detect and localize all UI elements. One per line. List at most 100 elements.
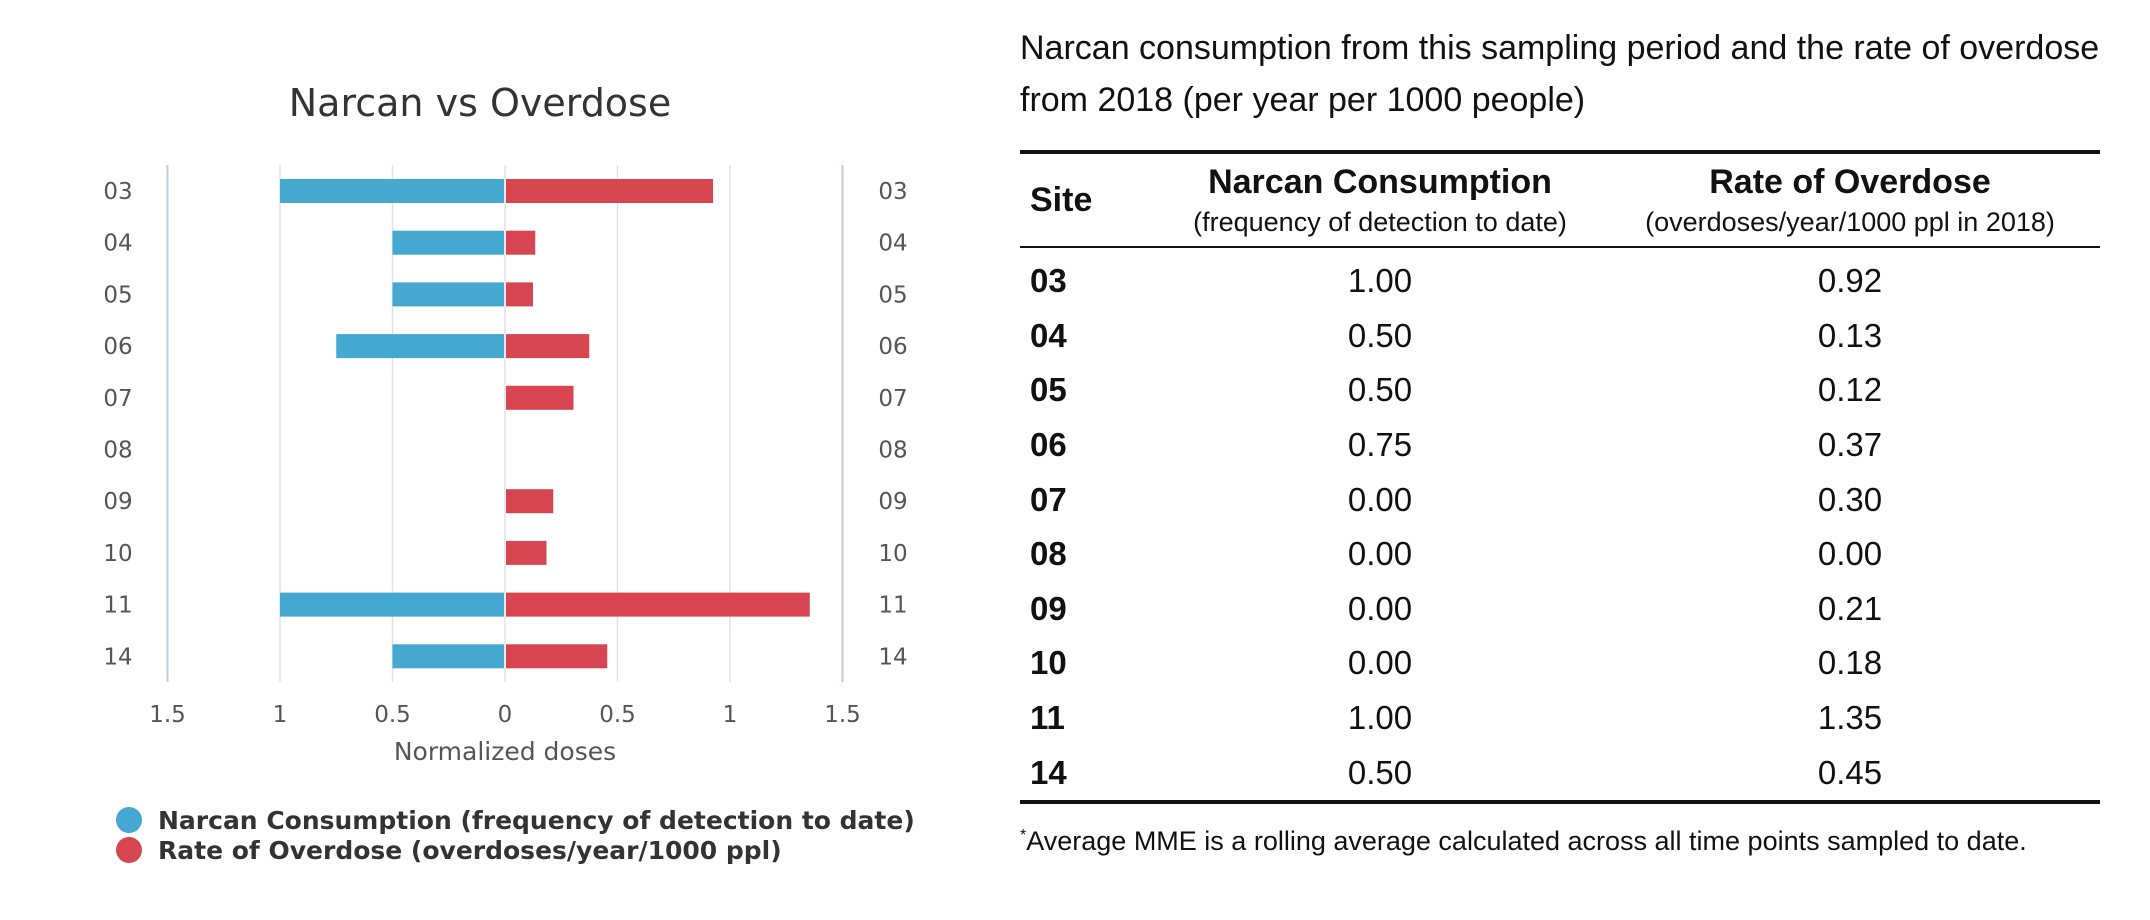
table-header-row: Site Narcan Consumption (frequency of de… — [1020, 152, 2100, 248]
table-row: 03 1.00 0.92 — [1020, 247, 2100, 309]
table-body: 03 1.00 0.92 04 0.50 0.13 05 0.50 0.12 06 0.75 0.37… — [1020, 247, 2100, 802]
legend-dot-overdose — [116, 837, 142, 863]
bar-overdose[interactable] — [506, 334, 590, 359]
footnote-text: Average MME is a rolling average calcula… — [1026, 825, 2027, 856]
y-tick-label-right: 07 — [878, 386, 907, 412]
x-tick-label: 0 — [498, 702, 513, 728]
bar-narcan[interactable] — [392, 230, 505, 255]
cell-overdose: 0.30 — [1817, 480, 1883, 518]
cell-overdose: 0.12 — [1817, 371, 1883, 409]
bar-overdose[interactable] — [506, 644, 608, 669]
footnote-mark: * — [1020, 826, 1027, 844]
bar-narcan[interactable] — [280, 592, 504, 617]
legend-label-overdose: Rate of Overdose (overdoses/year/1000 pp… — [158, 835, 782, 865]
chart-bars — [280, 179, 810, 669]
bar-narcan[interactable] — [392, 282, 505, 307]
cell-site: 05 — [1030, 371, 1067, 409]
data-table: Site Narcan Consumption (frequency of de… — [1020, 150, 2100, 804]
bar-narcan[interactable] — [336, 334, 504, 359]
x-tick-label: 0.5 — [374, 702, 411, 728]
y-tick-label-right: 06 — [878, 334, 907, 360]
cell-site: 10 — [1030, 644, 1067, 682]
header-site: Site — [1020, 152, 1160, 248]
header-narcan-title: Narcan Consumption — [1208, 163, 1552, 201]
bar-overdose[interactable] — [506, 230, 536, 255]
y-tick-label-right: 03 — [878, 179, 907, 205]
cell-overdose: 0.45 — [1817, 753, 1883, 791]
y-tick-label-right: 05 — [878, 282, 907, 308]
chart-title: Narcan vs Overdose — [289, 81, 672, 125]
table-footnote: *Average MME is a rolling average calcul… — [1020, 826, 2110, 857]
y-tick-label-left: 14 — [103, 644, 132, 670]
y-tick-label-left: 05 — [103, 282, 132, 308]
narcan-vs-overdose-chart: Narcan vs Overdose 1.5 1 0.5 0 0.5 1 1.5 03 03 04… — [103, 81, 907, 766]
chart-panel: Narcan vs Overdose 1.5 1 0.5 0 0.5 1 1.5 03 03 04… — [0, 0, 1000, 920]
chart-legend: Narcan Consumption (frequency of detecti… — [116, 805, 915, 865]
y-tick-label-right: 08 — [878, 438, 907, 464]
cell-narcan: 0.00 — [1347, 535, 1413, 573]
cell-narcan: 0.50 — [1347, 371, 1413, 409]
y-tick-label-left: 11 — [103, 593, 132, 619]
bar-overdose[interactable] — [506, 179, 713, 203]
cell-site: 11 — [1030, 699, 1065, 737]
cell-overdose: 0.92 — [1817, 262, 1883, 300]
bar-narcan[interactable] — [280, 179, 504, 203]
table-row: 09 0.00 0.21 — [1020, 582, 2100, 637]
x-tick-label: 1.5 — [824, 702, 861, 728]
cell-overdose: 1.35 — [1817, 699, 1883, 737]
cell-overdose: 0.37 — [1817, 426, 1883, 464]
y-tick-label-left: 03 — [103, 179, 132, 205]
y-tick-label-right: 14 — [878, 644, 907, 670]
bar-overdose[interactable] — [506, 489, 554, 514]
table-row: 06 0.75 0.37 — [1020, 418, 2100, 473]
header-overdose-subtitle: (overdoses/year/1000 ppl in 2018) — [1645, 207, 2055, 237]
cell-site: 06 — [1030, 426, 1067, 464]
table-row: 11 1.00 1.35 — [1020, 691, 2100, 746]
table-panel: Narcan consumption from this sampling pe… — [1020, 22, 2110, 857]
bar-overdose[interactable] — [506, 385, 574, 410]
table-row: 14 0.50 0.45 — [1020, 745, 2100, 802]
cell-site: 08 — [1030, 535, 1067, 573]
x-tick-label: 1 — [723, 702, 738, 728]
cell-overdose: 0.21 — [1817, 589, 1883, 627]
cell-overdose: 0.13 — [1817, 316, 1883, 354]
table-row: 05 0.50 0.12 — [1020, 363, 2100, 418]
cell-site: 03 — [1030, 262, 1067, 300]
table-row: 04 0.50 0.13 — [1020, 309, 2100, 364]
legend-label-narcan: Narcan Consumption (frequency of detecti… — [158, 805, 915, 835]
cell-narcan: 0.00 — [1347, 589, 1413, 627]
y-tick-label-right: 10 — [878, 541, 907, 567]
table-row: 07 0.00 0.30 — [1020, 472, 2100, 527]
cell-site: 07 — [1030, 480, 1067, 518]
bar-overdose[interactable] — [506, 540, 547, 565]
table-row: 10 0.00 0.18 — [1020, 636, 2100, 691]
cell-site: 09 — [1030, 589, 1067, 627]
header-overdose-title: Rate of Overdose — [1709, 163, 1991, 201]
x-tick-label: 0.5 — [599, 702, 636, 728]
y-tick-label-right: 11 — [878, 593, 907, 619]
bar-narcan[interactable] — [392, 644, 505, 669]
cell-narcan: 0.00 — [1347, 644, 1413, 682]
cell-narcan: 0.50 — [1347, 753, 1413, 791]
cell-narcan: 0.50 — [1347, 316, 1413, 354]
y-tick-label-right: 04 — [878, 231, 907, 257]
header-narcan: Narcan Consumption (frequency of detecti… — [1160, 152, 1600, 248]
cell-narcan: 1.00 — [1347, 262, 1413, 300]
y-tick-label-left: 04 — [103, 231, 132, 257]
y-tick-label-left: 08 — [103, 438, 132, 464]
legend-dot-narcan — [116, 807, 142, 833]
y-tick-label-left: 07 — [103, 386, 132, 412]
y-tick-label-right: 09 — [878, 489, 907, 515]
cell-narcan: 1.00 — [1347, 699, 1413, 737]
table-row: 08 0.00 0.00 — [1020, 527, 2100, 582]
bar-overdose[interactable] — [506, 282, 533, 307]
y-tick-label-left: 06 — [103, 334, 132, 360]
bar-overdose[interactable] — [506, 592, 810, 617]
y-tick-label-left: 09 — [103, 489, 132, 515]
cell-narcan: 0.00 — [1347, 480, 1413, 518]
cell-site: 04 — [1030, 316, 1067, 354]
chart-labels: 1.5 1 0.5 0 0.5 1 1.5 03 03 04 04 05 05 06 06 07 07 08 08 0… — [103, 179, 907, 728]
legend-item-narcan[interactable]: Narcan Consumption (frequency of detecti… — [116, 805, 915, 835]
cell-site: 14 — [1030, 753, 1067, 791]
legend-item-overdose[interactable]: Rate of Overdose (overdoses/year/1000 pp… — [116, 835, 915, 865]
